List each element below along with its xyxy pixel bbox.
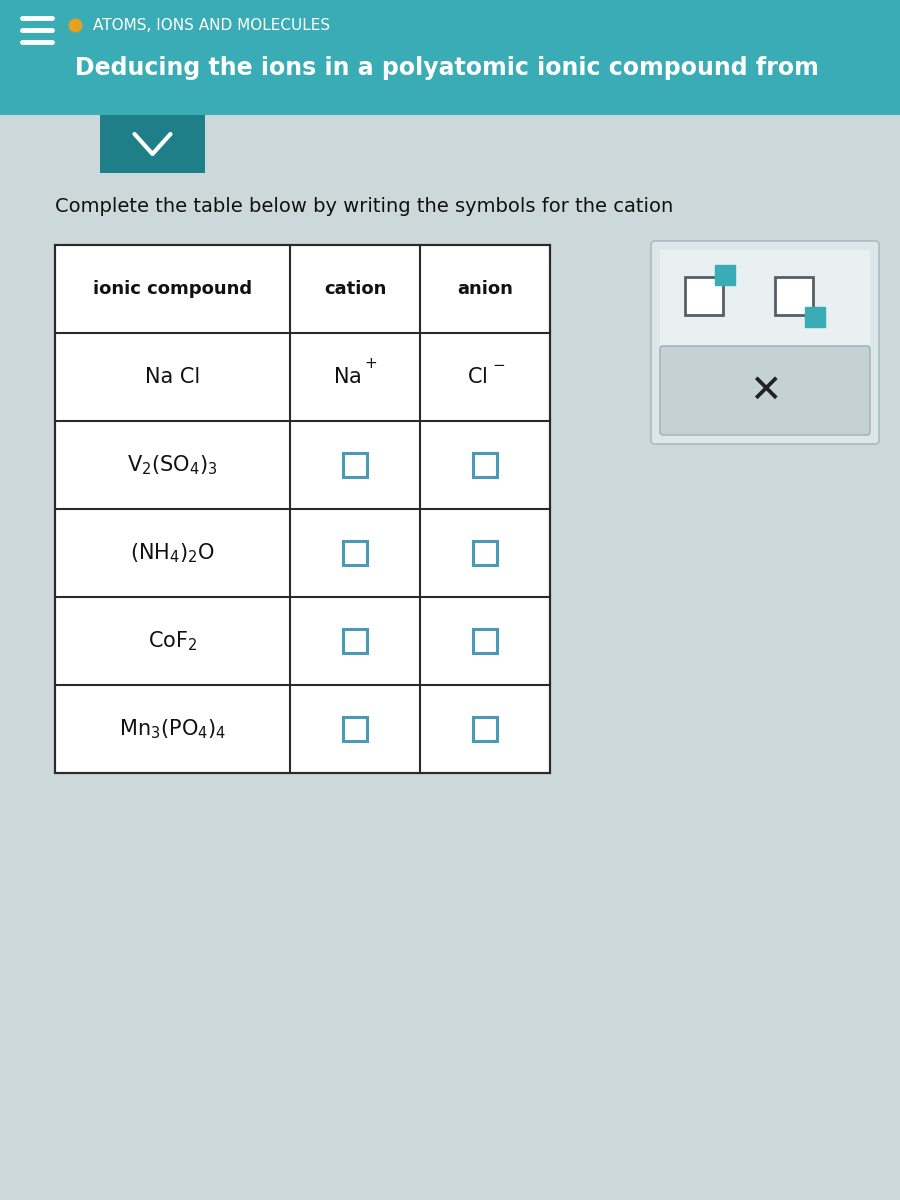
Text: ✕: ✕ — [749, 372, 781, 409]
Bar — [343, 716, 367, 740]
Bar — [473, 629, 497, 653]
Text: Na Cl: Na Cl — [145, 367, 200, 386]
Text: $\rm Mn_3(PO_4)_4$: $\rm Mn_3(PO_4)_4$ — [119, 718, 226, 740]
Text: $\rm (NH_4)_2O$: $\rm (NH_4)_2O$ — [130, 541, 215, 565]
Text: anion: anion — [457, 280, 513, 298]
Text: $\rm CoF_2$: $\rm CoF_2$ — [148, 629, 197, 653]
Bar — [685, 277, 723, 314]
Bar — [343, 541, 367, 565]
Text: ATOMS, IONS AND MOLECULES: ATOMS, IONS AND MOLECULES — [93, 18, 330, 32]
Bar — [775, 277, 813, 314]
Text: cation: cation — [324, 280, 386, 298]
FancyBboxPatch shape — [660, 346, 870, 434]
Text: $\rm -$: $\rm -$ — [490, 355, 506, 371]
Text: Complete the table below by writing the symbols for the cation: Complete the table below by writing the … — [55, 198, 673, 216]
Text: $\rm +$: $\rm +$ — [362, 355, 378, 371]
Bar — [343, 629, 367, 653]
Bar — [805, 307, 825, 326]
Bar — [473, 716, 497, 740]
Text: ionic compound: ionic compound — [93, 280, 252, 298]
Text: Deducing the ions in a polyatomic ionic compound from: Deducing the ions in a polyatomic ionic … — [75, 56, 819, 80]
Bar — [715, 265, 735, 284]
Bar — [343, 452, 367, 476]
Text: $\rm V_2(SO_4)_3$: $\rm V_2(SO_4)_3$ — [127, 454, 218, 476]
Bar — [100, 115, 205, 173]
Text: $\rm Cl$: $\rm Cl$ — [467, 367, 487, 386]
Bar — [0, 0, 900, 115]
Bar — [473, 541, 497, 565]
FancyBboxPatch shape — [651, 241, 879, 444]
Bar — [55, 245, 550, 773]
Bar — [473, 452, 497, 476]
Bar — [660, 250, 870, 346]
Text: $\rm Na$: $\rm Na$ — [333, 367, 361, 386]
